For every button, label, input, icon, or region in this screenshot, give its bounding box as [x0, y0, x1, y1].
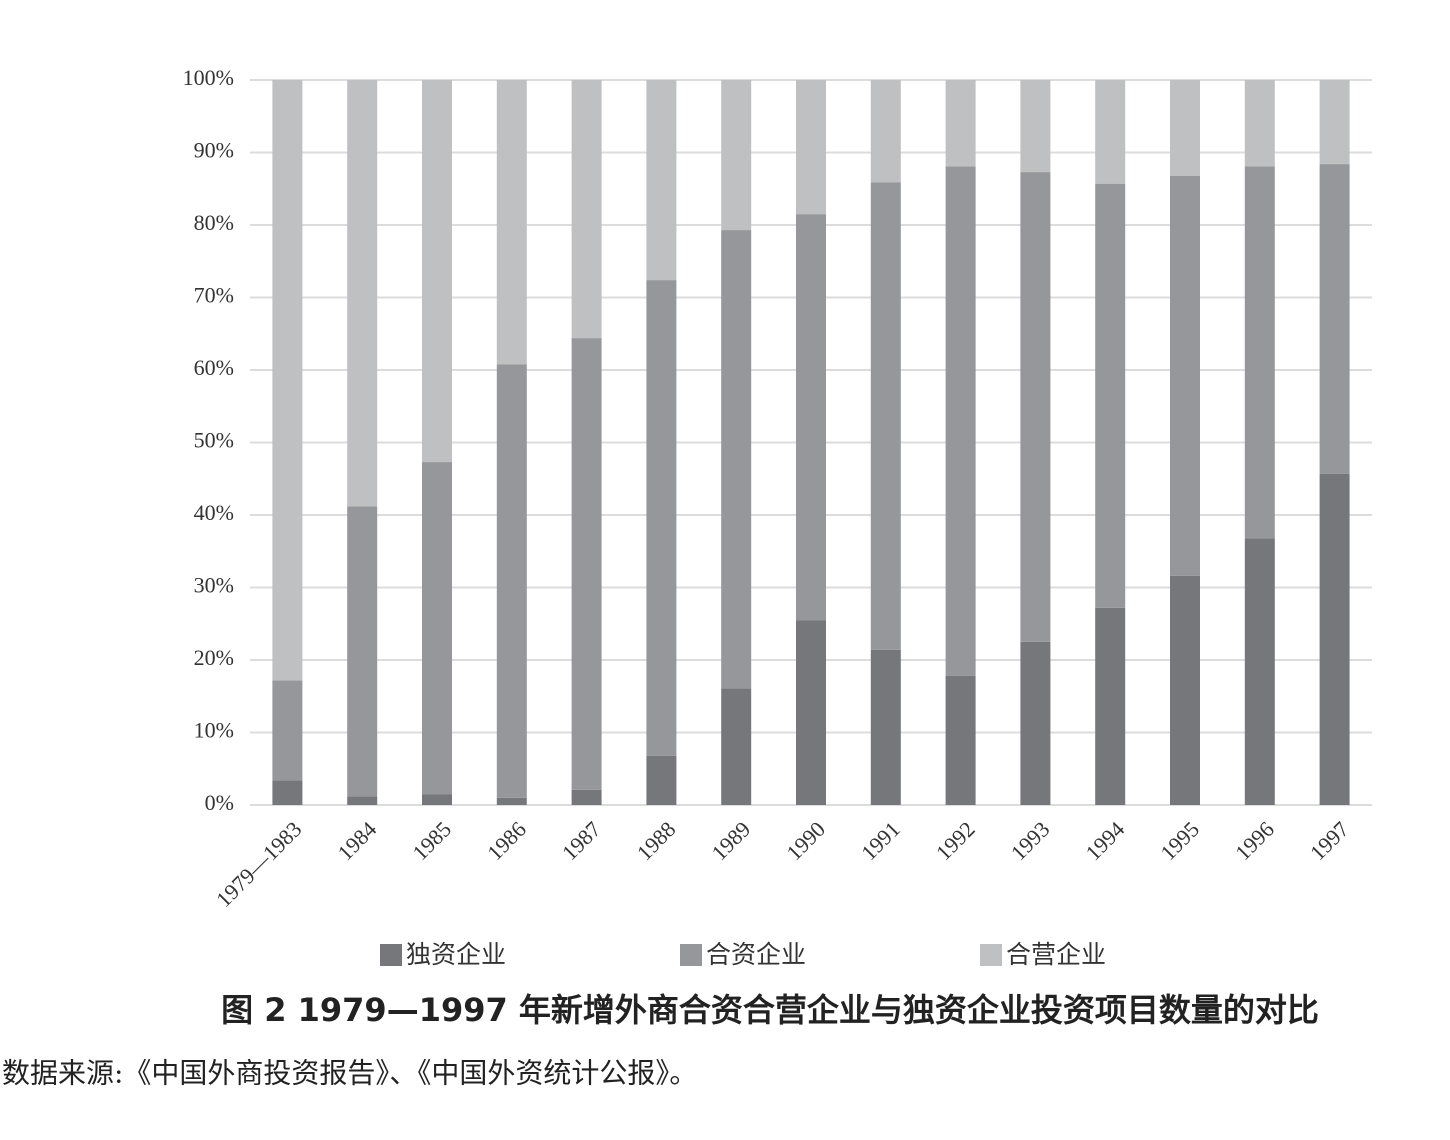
x-tick-label: 1985 [407, 816, 456, 865]
bar-segment [1244, 538, 1275, 805]
bar-segment [870, 649, 901, 805]
bar-segment [1020, 80, 1051, 173]
bar-segment [571, 80, 602, 339]
bar-segment [1244, 80, 1275, 167]
bar-segment [870, 182, 901, 650]
x-tick-label: 1997 [1305, 816, 1354, 865]
y-tick-label: 80% [194, 210, 234, 235]
bar-segment [796, 80, 826, 215]
bar-segment [496, 364, 527, 798]
x-tick-label: 1984 [333, 816, 382, 865]
bar-segment [1020, 641, 1051, 805]
bar-segment [1020, 172, 1051, 642]
bar-segment [272, 80, 303, 681]
bar-segment [1170, 575, 1200, 805]
x-tick-label: 1979—1983 [211, 816, 306, 911]
bar-segment [646, 280, 677, 756]
bar-segment [422, 794, 452, 805]
bar-segment [496, 80, 527, 365]
bar-segment [870, 80, 901, 183]
bar-segment [1319, 164, 1350, 474]
bar-segment [1319, 80, 1350, 165]
x-tick-label: 1988 [632, 816, 681, 865]
bar-segment [571, 789, 602, 805]
bar-segment [796, 214, 826, 621]
bar-segment [721, 80, 752, 231]
bar-segment [721, 230, 752, 689]
bar-segment [1170, 175, 1200, 576]
legend-label: 独资企业 [406, 940, 506, 969]
y-tick-label: 0% [205, 790, 234, 815]
bar-segment [945, 675, 976, 805]
bar-segment [347, 796, 378, 805]
x-tick-label: 1993 [1006, 816, 1055, 865]
legend-label: 合资企业 [706, 940, 806, 969]
legend-label: 合营企业 [1006, 940, 1106, 969]
y-tick-label: 90% [194, 138, 234, 163]
y-tick-label: 10% [194, 718, 234, 743]
y-tick-label: 40% [194, 500, 234, 525]
bar-segment [945, 80, 976, 167]
legend-swatch [680, 944, 702, 966]
y-tick-label: 20% [194, 645, 234, 670]
bar-segment [422, 462, 452, 795]
x-tick-label: 1992 [931, 816, 980, 865]
bar-segment [1095, 183, 1126, 608]
legend-swatch [980, 944, 1002, 966]
legend-swatch [380, 944, 402, 966]
bar-segment [1319, 473, 1350, 805]
bar-segment [571, 338, 602, 790]
x-tick-label: 1996 [1230, 816, 1279, 865]
x-tick-label: 1986 [482, 816, 531, 865]
bar-segment [496, 797, 527, 805]
bar-segment [272, 680, 303, 781]
bar-segment [646, 755, 677, 805]
bar-segment [1170, 80, 1200, 176]
x-tick-label: 1987 [557, 816, 606, 865]
y-tick-label: 100% [183, 65, 234, 90]
y-tick-label: 30% [194, 573, 234, 598]
y-tick-label: 50% [194, 428, 234, 453]
bar-segment [272, 780, 303, 805]
x-tick-label: 1989 [707, 816, 756, 865]
x-tick-label: 1995 [1155, 816, 1204, 865]
bar-segment [1095, 80, 1126, 184]
x-tick-label: 1990 [781, 816, 830, 865]
chart-title: 图 2 1979—1997 年新增外商合资合营企业与独资企业投资项目数量的对比 [221, 991, 1319, 1029]
bar-segment [347, 506, 378, 797]
bar-segment [796, 620, 826, 805]
x-tick-label: 1994 [1081, 816, 1130, 865]
bar-segment [347, 80, 378, 507]
x-tick-label: 1991 [856, 816, 905, 865]
bar-segment [422, 80, 452, 463]
y-tick-label: 70% [194, 283, 234, 308]
bar-segment [1244, 166, 1275, 539]
chart-source: 数据来源:《中国外商投资报告》、《中国外资统计公报》。 [2, 1057, 697, 1090]
bar-segment [721, 688, 752, 805]
bar-segment [945, 166, 976, 676]
bar-segment [1095, 607, 1126, 805]
bar-segment [646, 80, 677, 281]
y-tick-label: 60% [194, 355, 234, 380]
